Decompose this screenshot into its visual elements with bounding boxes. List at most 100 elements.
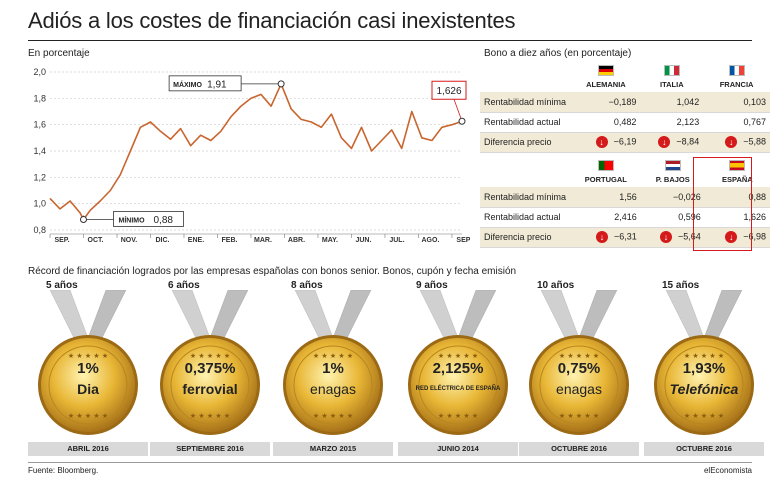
medal-icon: ★ ★ ★ ★ ★ ★ ★ ★ ★ ★ xyxy=(654,290,754,435)
brand-logo: elEconomista xyxy=(703,466,752,475)
medal-icon: ★ ★ ★ ★ ★ ★ ★ ★ ★ ★ xyxy=(408,290,508,435)
svg-text:★ ★ ★ ★ ★: ★ ★ ★ ★ ★ xyxy=(559,352,599,360)
last-point xyxy=(458,117,466,125)
svg-text:★ ★ ★ ★ ★: ★ ★ ★ ★ ★ xyxy=(190,412,230,420)
country-france: FRANCIA xyxy=(703,62,770,92)
min-box xyxy=(113,211,184,227)
country-germany: ALEMANIA xyxy=(571,62,640,92)
bond-term: 9 años xyxy=(416,280,448,291)
coupon-value: 0,375% xyxy=(184,360,236,377)
medal-card: 10 años ★ ★ ★ ★ ★ ★ ★ ★ ★ ★ 0,75% enagas OCTU… xyxy=(519,280,639,456)
min-point xyxy=(79,215,87,223)
company-logo: enagas xyxy=(310,381,356,397)
medal-card: 6 años ★ ★ ★ ★ ★ ★ ★ ★ ★ ★ 0,375% ferrovial S… xyxy=(150,280,270,456)
arrow-down-icon: ↓ xyxy=(725,136,738,148)
table-row: Diferencia precio ↓ −6,19 ↓ −8,84 ↓ −5,88 xyxy=(480,132,770,153)
medal-card: 15 años ★ ★ ★ ★ ★ ★ ★ ★ ★ ★ 1,93% Telefónica… xyxy=(644,280,764,456)
x-tick-label: NOV. xyxy=(121,237,138,244)
svg-text:★ ★ ★ ★ ★: ★ ★ ★ ★ ★ xyxy=(68,352,108,360)
y-tick-label: 1,2 xyxy=(33,172,46,182)
max-label: MÁXIMO xyxy=(173,80,202,89)
bonds-title: Bono a diez años (en porcentaje) xyxy=(484,48,632,59)
issue-date: SEPTIEMBRE 2016 xyxy=(150,442,270,456)
company-logo: Dia xyxy=(77,381,99,397)
medal-icon: ★ ★ ★ ★ ★ ★ ★ ★ ★ ★ xyxy=(38,290,138,435)
x-tick-label: DIC. xyxy=(155,237,169,244)
issue-date: OCTUBRE 2016 xyxy=(519,442,639,456)
spain-flag-icon xyxy=(729,160,746,171)
svg-text:★ ★ ★ ★ ★: ★ ★ ★ ★ ★ xyxy=(684,352,724,360)
x-tick-label: OCT. xyxy=(88,237,104,244)
issue-date: ABRIL 2016 xyxy=(28,442,148,456)
svg-text:★ ★ ★ ★ ★: ★ ★ ★ ★ ★ xyxy=(559,412,599,420)
country-portugal: PORTUGAL xyxy=(571,157,641,187)
medal-icon: ★ ★ ★ ★ ★ ★ ★ ★ ★ ★ xyxy=(283,290,383,435)
x-tick-label: JUL. xyxy=(389,237,404,244)
source-note: Fuente: Bloomberg. xyxy=(28,466,99,475)
netherlands-flag-icon xyxy=(664,160,681,171)
svg-text:★ ★ ★ ★ ★: ★ ★ ★ ★ ★ xyxy=(68,412,108,420)
x-tick-label: JUN. xyxy=(355,237,371,244)
bonds-table-bottom: PORTUGAL P. BAJOS ESPAÑA Rentabilidad mí… xyxy=(480,157,770,248)
x-tick-label: MAR. xyxy=(254,237,272,244)
min-label: MÍNIMO xyxy=(118,215,145,224)
footer-rule xyxy=(28,462,752,463)
medal-card: 9 años ★ ★ ★ ★ ★ ★ ★ ★ ★ ★ 2,125% RED ELÉCTR… xyxy=(398,280,518,456)
y-tick-label: 1,0 xyxy=(33,199,46,209)
table-row: Diferencia precio ↓ −6,31 ↓ −5,64 ↓ −6,98 xyxy=(480,227,770,248)
max-box xyxy=(168,75,242,92)
country-netherlands: P. BAJOS xyxy=(641,157,705,187)
company-logo: enagas xyxy=(556,381,602,397)
x-tick-label: SEP. xyxy=(54,237,69,244)
yield-line-chart: 2,0 1,8 1,6 1,4 1,2 1,0 0,8 SEP. OCT. NOV. DIC. ENE… xyxy=(33,67,470,244)
bond-term: 6 años xyxy=(168,280,200,291)
svg-text:★ ★ ★ ★ ★: ★ ★ ★ ★ ★ xyxy=(190,352,230,360)
medal-icon: ★ ★ ★ ★ ★ ★ ★ ★ ★ ★ xyxy=(529,290,629,435)
last-box xyxy=(431,80,467,100)
bond-term: 15 años xyxy=(662,280,700,291)
issue-date: MARZO 2015 xyxy=(273,442,393,456)
series-line xyxy=(49,83,463,221)
max-point xyxy=(277,80,285,88)
bonds-table-top: ALEMANIA ITALIA FRANCIA Rentabilidad mín… xyxy=(480,62,770,153)
issue-date: JUNIO 2014 xyxy=(398,442,518,456)
coupon-value: 1% xyxy=(77,360,99,377)
table-row: Rentabilidad mínima −0,189 1,042 0,103 xyxy=(480,92,770,113)
table-row: Rentabilidad mínima 1,56 −0,026 0,88 xyxy=(480,187,770,208)
last-value: 1,626 xyxy=(436,86,461,97)
y-tick-label: 0,8 xyxy=(33,225,46,235)
company-logo: ferrovial xyxy=(182,381,238,397)
issue-date: OCTUBRE 2016 xyxy=(644,442,764,456)
y-tick-label: 1,4 xyxy=(33,146,46,156)
coupon-value: 0,75% xyxy=(557,360,601,377)
medal-card: 8 años ★ ★ ★ ★ ★ ★ ★ ★ ★ ★ 1% enagas MARZO 20… xyxy=(273,280,393,456)
company-logo: Telefónica xyxy=(669,381,739,397)
last-leader xyxy=(453,99,463,122)
country-italy: ITALIA xyxy=(640,62,703,92)
arrow-down-icon: ↓ xyxy=(659,231,672,243)
portugal-flag-icon xyxy=(597,160,614,171)
coupon-value: 1,93% xyxy=(682,360,726,377)
coupon-value: 2,125% xyxy=(432,360,484,377)
bond-term: 5 años xyxy=(46,280,78,291)
arrow-down-icon: ↓ xyxy=(595,136,608,148)
italy-flag-icon xyxy=(663,65,680,76)
x-tick-label: MAY. xyxy=(322,237,338,244)
chart-subtitle: En porcentaje xyxy=(28,48,90,59)
y-tick-label: 1,6 xyxy=(33,120,46,130)
arrow-down-icon: ↓ xyxy=(595,231,608,243)
y-tick-label: 2,0 xyxy=(33,67,46,77)
y-tick-label: 1,8 xyxy=(33,93,46,103)
table-row: Rentabilidad actual 2,416 0,596 1,626 xyxy=(480,207,770,228)
bond-term: 8 años xyxy=(291,280,323,291)
medal-icon: ★ ★ ★ ★ ★ ★ ★ ★ ★ ★ xyxy=(160,290,260,435)
max-value: 1,91 xyxy=(207,79,227,90)
x-tick-label: AGO. xyxy=(422,237,440,244)
svg-text:★ ★ ★ ★ ★: ★ ★ ★ ★ ★ xyxy=(684,412,724,420)
arrow-down-icon: ↓ xyxy=(658,136,671,148)
spain-highlight-box xyxy=(693,157,752,251)
arrow-down-icon: ↓ xyxy=(725,231,738,243)
svg-text:★ ★ ★ ★ ★: ★ ★ ★ ★ ★ xyxy=(438,352,478,360)
table-row: Rentabilidad actual 0,482 2,123 0,767 xyxy=(480,112,770,133)
x-tick-label: FEB. xyxy=(222,237,238,244)
